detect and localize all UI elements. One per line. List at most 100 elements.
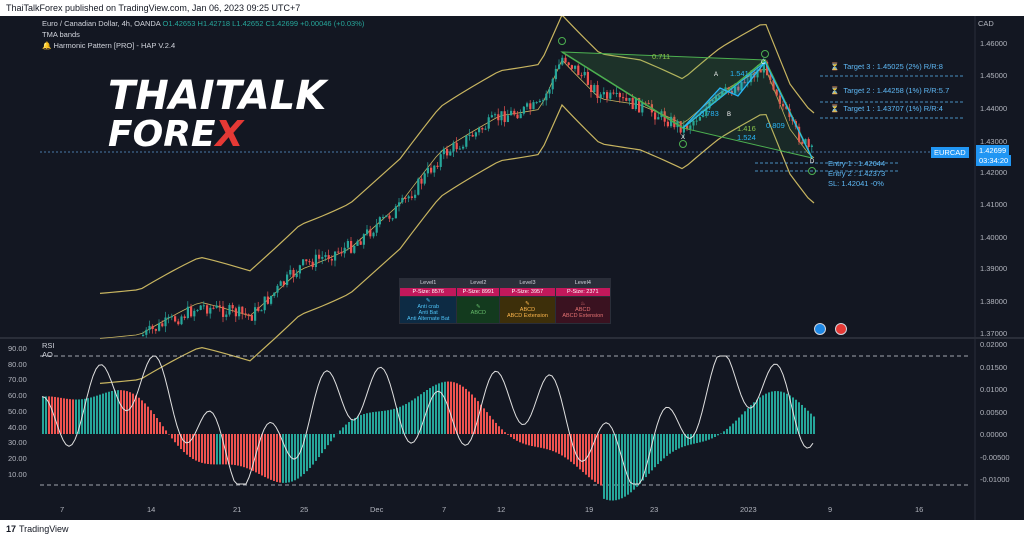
ao-bar [474, 397, 476, 434]
ao-bar [561, 434, 563, 456]
indicator-harmonic[interactable]: 🔔 Harmonic Pattern [PRO] - HAP V.2.4 [42, 40, 364, 51]
pattern-line: Anti Bat [418, 310, 438, 316]
ao-bar [315, 434, 317, 461]
ao-bar [483, 408, 485, 434]
candle-body [282, 281, 285, 285]
target-3: ⏳ Target 3 : 1.45025 (2%) R/R:8 [830, 62, 943, 71]
rsi-title[interactable]: RSI [42, 341, 55, 350]
ao-bar [249, 434, 251, 470]
eu-flag-icon[interactable] [814, 323, 826, 335]
candle-body [497, 114, 500, 121]
ao-bar [804, 407, 806, 434]
symbol-tag: EURCAD [931, 147, 969, 158]
candle-body [186, 306, 189, 319]
ao-bar [54, 396, 56, 434]
ao-bar [669, 434, 671, 454]
ao-bar [633, 434, 635, 490]
ao-bar [708, 434, 710, 440]
candle-body [321, 256, 324, 259]
ao-bar [405, 403, 407, 434]
candle-body [391, 218, 394, 220]
tma-bands [99, 16, 815, 384]
candle-body [574, 65, 577, 69]
ao-title[interactable]: AO [42, 350, 53, 359]
ao-tick: -0.01000 [980, 475, 1010, 484]
candle-body [590, 84, 593, 92]
footer-brand[interactable]: TradingView [19, 524, 69, 534]
candle-body [484, 128, 487, 130]
ao-bar [624, 434, 626, 497]
ao-bar [132, 393, 134, 434]
ao-bar [516, 434, 518, 441]
ao-bar [795, 399, 797, 434]
candle-body [535, 102, 538, 104]
ao-bar [798, 402, 800, 434]
ao-bar [771, 391, 773, 434]
ao-bar [747, 408, 749, 434]
candle-body [634, 97, 637, 110]
indicator-tma[interactable]: TMA bands [42, 30, 80, 39]
brand-logo: THAITALK FOREX [108, 73, 327, 155]
ao-bar [168, 434, 170, 435]
ao-bar [150, 410, 152, 434]
ao-bar [762, 395, 764, 434]
rsi-tick: 90.00 [8, 344, 27, 353]
point-a: A [714, 72, 719, 78]
ao-bar [345, 424, 347, 434]
ao-bar [753, 402, 755, 434]
canada-flag-icon[interactable] [835, 323, 847, 335]
candle-body [490, 115, 493, 118]
candle-body [202, 305, 205, 307]
candle-body [241, 306, 244, 314]
candle-body [455, 142, 458, 150]
target-3-label: Target 3 : 1.45025 (2%) R/R:8 [843, 62, 943, 71]
candle-body [519, 113, 522, 119]
ao-bar [450, 381, 452, 434]
target-2-label: Target 2 : 1.44258 (1%) R/R:5.7 [843, 86, 950, 95]
brand-line1: THAITALK [108, 73, 327, 119]
price-tick: 1.37000 [980, 329, 1008, 338]
candle-body [378, 217, 381, 225]
ao-bar [462, 386, 464, 434]
candle-body [279, 281, 282, 286]
chart-frame[interactable]: Euro / Canadian Dollar, 4h, OANDA O1.426… [0, 16, 1024, 520]
ao-bar [363, 414, 365, 434]
ao-bar [177, 434, 179, 446]
ao-bar [699, 434, 701, 443]
candle-body [778, 95, 781, 104]
candle-body [394, 206, 397, 219]
pencil-icon: ✎ [476, 304, 481, 310]
brand-line2-text: FORE [108, 114, 216, 155]
candle-body [478, 127, 481, 133]
candle-body [686, 125, 689, 130]
candle-body [702, 115, 705, 117]
ao-bar [657, 434, 659, 465]
candle-body [212, 307, 215, 309]
candle-body [705, 108, 708, 116]
candle-body [750, 73, 753, 83]
symbol-title[interactable]: Euro / Canadian Dollar, 4h, OANDA [42, 19, 161, 28]
candle-body [577, 65, 580, 76]
mid-band [99, 59, 815, 339]
lower-band [99, 103, 815, 384]
ao-bar [537, 434, 539, 448]
hourglass-icon: ⏳ [830, 62, 840, 71]
candle-body [167, 316, 170, 318]
ao-tick: -0.00500 [980, 452, 1010, 462]
ao-bar [195, 434, 197, 461]
ao-bar [636, 434, 638, 487]
rsi-tick: 10.00 [8, 469, 27, 479]
ao-bar [351, 419, 353, 434]
rsi-tick: 50.00 [8, 406, 27, 416]
candle-body [782, 103, 785, 107]
candle-body [142, 334, 145, 336]
candle-body [510, 110, 513, 116]
tradingview-logo-icon[interactable]: 17 [6, 524, 17, 534]
ao-bar [690, 434, 692, 445]
ao-bar [222, 434, 224, 465]
rsi-tick: 60.00 [8, 391, 27, 401]
pencil-icon: ✎ [525, 301, 530, 307]
candle-body [151, 325, 154, 329]
ao-bar [681, 434, 683, 448]
ao-bar [396, 407, 398, 434]
